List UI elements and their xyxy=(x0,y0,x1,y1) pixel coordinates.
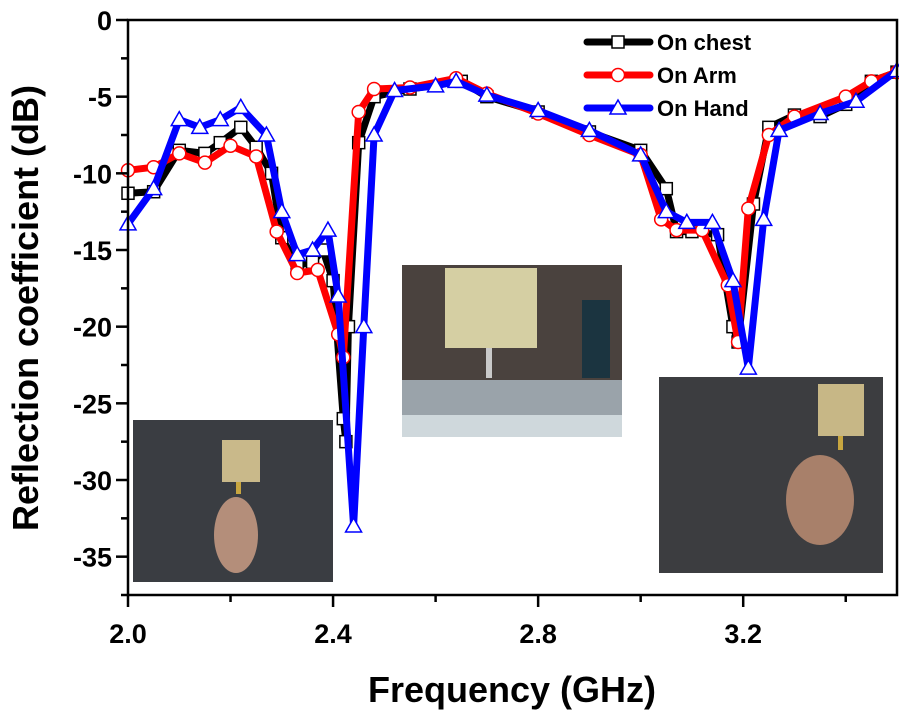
inset-photo-on-arm xyxy=(659,377,883,573)
data-point-marker xyxy=(287,245,307,262)
y-tick-label: -5 xyxy=(88,83,112,113)
x-tick-label: 2.8 xyxy=(519,619,557,649)
y-tick-label: -35 xyxy=(73,543,112,573)
data-point-marker xyxy=(303,240,322,257)
data-point-marker xyxy=(810,104,830,121)
x-tick-label: 3.2 xyxy=(724,619,762,649)
x-tick-label: 2.4 xyxy=(314,619,352,649)
data-point-marker xyxy=(739,358,758,375)
data-point-marker xyxy=(328,286,348,303)
data-point-marker xyxy=(169,110,189,127)
inset-photo-on-chest xyxy=(133,420,333,582)
data-point-marker xyxy=(354,317,374,334)
y-tick-label: 0 xyxy=(97,6,112,36)
data-point-marker xyxy=(248,149,264,164)
data-point-marker xyxy=(289,265,305,281)
y-tick-label: -25 xyxy=(73,389,112,419)
data-point-marker xyxy=(223,138,238,153)
legend-marker xyxy=(608,98,628,115)
axes: 2.0 2.4 2.8 3.2 0 -5 -10 -15 -20 -25 -30 -35 xyxy=(73,6,847,649)
data-point-marker xyxy=(580,120,599,138)
legend-label: On Arm xyxy=(657,63,737,88)
legend-entry: On chest xyxy=(583,30,752,55)
inset-photo-on-hand xyxy=(402,265,622,437)
data-point-marker xyxy=(272,202,292,219)
x-axis-label: Frequency (GHz) xyxy=(368,669,656,710)
legend-marker xyxy=(610,67,626,83)
plot-frame xyxy=(126,18,899,597)
data-point-marker xyxy=(385,81,404,98)
data-point-marker xyxy=(846,91,866,109)
legend-entry: On Arm xyxy=(583,63,737,88)
data-point-marker xyxy=(231,97,251,115)
data-point-marker xyxy=(344,516,363,533)
data-point-marker xyxy=(769,120,789,138)
data-point-marker xyxy=(172,146,187,161)
data-point-marker xyxy=(310,262,325,278)
inset-photos xyxy=(133,265,883,582)
legend-entry: On Hand xyxy=(583,96,749,121)
series-on-hand xyxy=(118,61,899,533)
y-axis-label: Reflection coefficient (dB) xyxy=(5,85,46,531)
series-layer xyxy=(118,61,899,533)
data-point-marker xyxy=(210,110,230,127)
legend-label: On chest xyxy=(657,30,752,55)
legend-label: On Hand xyxy=(657,96,749,121)
data-point-marker xyxy=(269,224,284,239)
data-point-marker xyxy=(703,212,722,230)
data-point-marker xyxy=(197,155,213,170)
data-point-marker xyxy=(190,117,210,135)
x-tick-label: 2.0 xyxy=(109,619,147,649)
data-point-marker xyxy=(446,71,466,89)
data-point-marker xyxy=(144,179,163,196)
data-point-marker xyxy=(657,202,676,219)
data-point-marker xyxy=(659,181,674,196)
data-point-marker xyxy=(364,125,384,142)
legend-marker xyxy=(611,35,625,49)
data-point-marker xyxy=(677,212,697,230)
y-tick-label: -10 xyxy=(73,159,112,189)
data-point-marker xyxy=(257,125,276,142)
data-point-marker xyxy=(351,104,366,120)
data-point-marker xyxy=(631,145,650,162)
legend: On chest On Arm On Hand xyxy=(583,30,752,121)
data-point-marker xyxy=(234,120,248,135)
data-point-marker xyxy=(477,85,497,102)
y-tick-label: -20 xyxy=(73,313,112,343)
data-point-marker xyxy=(366,81,382,97)
data-point-marker xyxy=(426,76,445,93)
data-point-marker xyxy=(754,209,773,227)
y-tick-label: -15 xyxy=(73,236,112,266)
data-point-marker xyxy=(528,100,548,118)
data-point-marker xyxy=(723,271,743,288)
data-point-marker xyxy=(741,201,756,216)
y-tick-label: -30 xyxy=(73,466,112,496)
data-point-marker xyxy=(318,220,338,237)
